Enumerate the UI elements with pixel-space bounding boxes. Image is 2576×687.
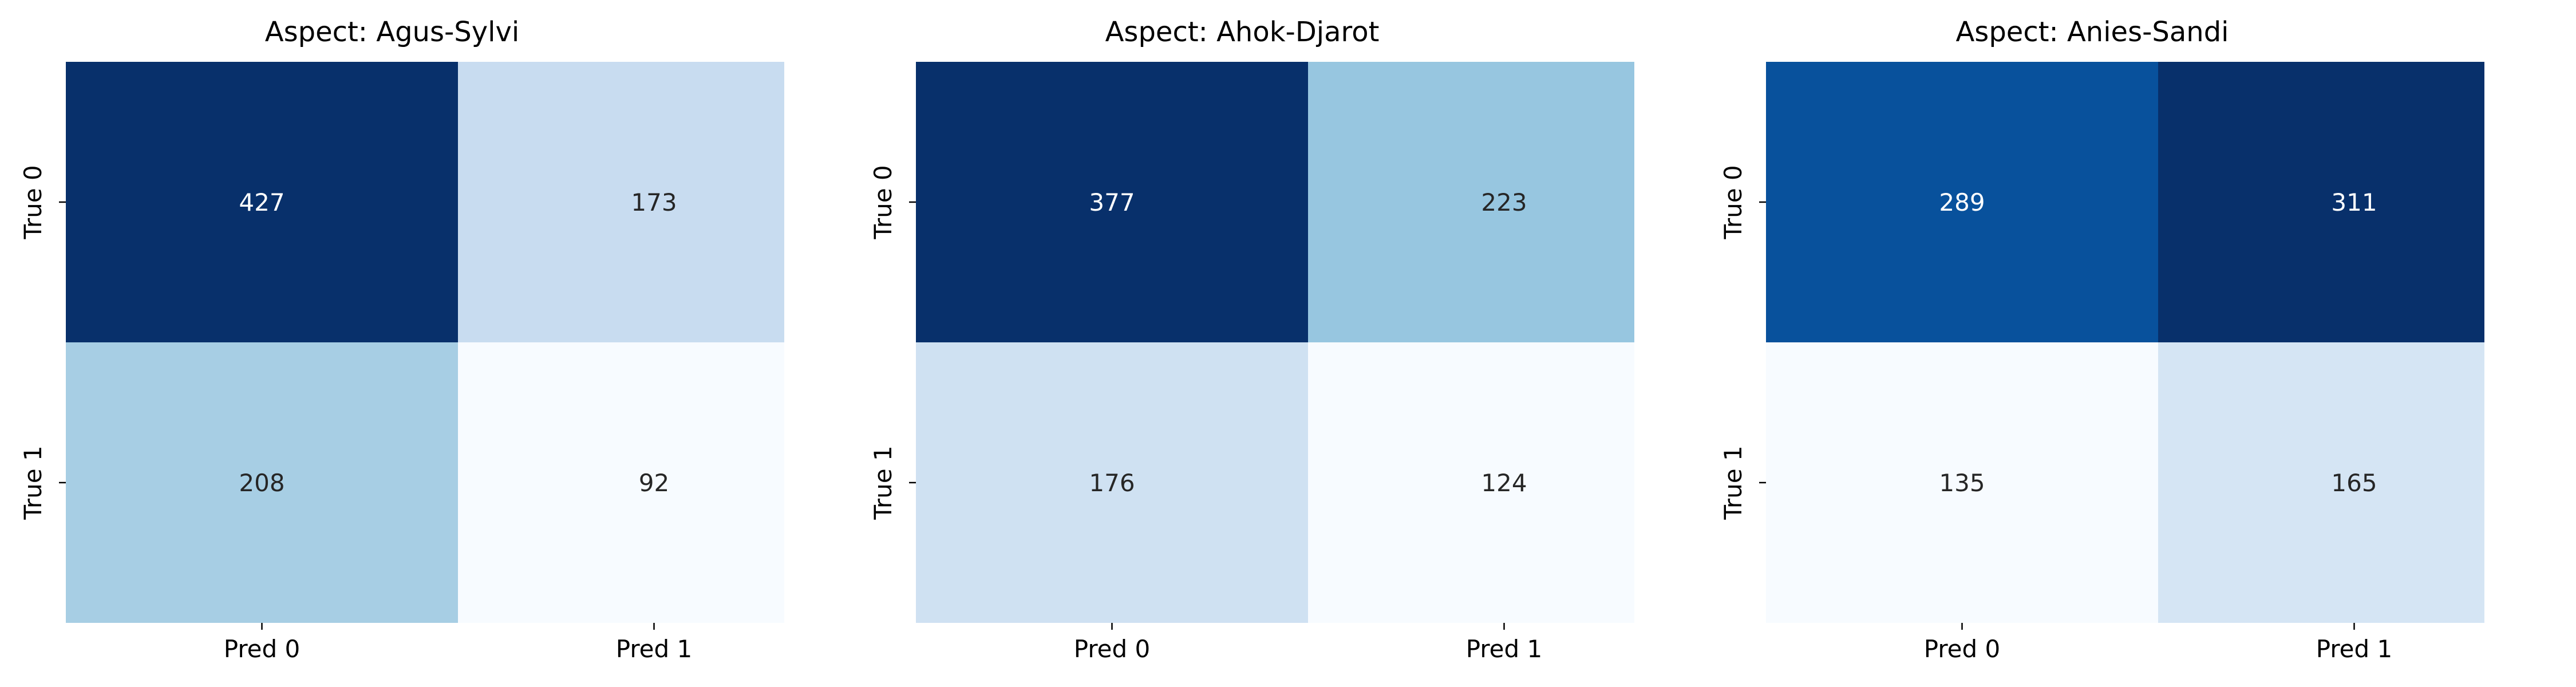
y-tick-label: True 1 (1719, 445, 1747, 520)
panel-title: Aspect: Agus-Sylvi (264, 16, 520, 48)
heatmap-cell (458, 62, 784, 342)
x-tick-label: Pred 1 (1466, 635, 1543, 663)
panel-title: Aspect: Ahok-Djarot (1105, 16, 1380, 48)
x-tick-label: Pred 0 (1924, 635, 2001, 663)
y-tick-label: True 0 (1719, 165, 1747, 239)
heatmap-svg: 289 311 135 165 Pred 0 Pred 1 True 0 True 1 (1719, 62, 2484, 663)
heatmap-panel-agus-sylvi: Aspect: Agus-Sylvi 427 173 208 92 Pred 0 Pred… (0, 0, 784, 687)
cell-value-label: 92 (639, 469, 669, 497)
x-tick-label: Pred 1 (616, 635, 693, 663)
heatmap-cell (1308, 342, 1634, 623)
y-tick-label: True 1 (869, 445, 897, 520)
cell-value-label: 208 (239, 469, 285, 497)
heatmap-panel-ahok-djarot: Aspect: Ahok-Djarot 377 223 176 124 Pred 0 Pr… (850, 0, 1634, 687)
heatmap-svg: 427 173 208 92 Pred 0 Pred 1 True 0 True 1 (19, 62, 784, 663)
heatmap-cell (1766, 342, 2158, 623)
x-tick-label: Pred 0 (224, 635, 301, 663)
y-tick-label: True 0 (869, 165, 897, 239)
cell-value-label: 135 (1939, 469, 1985, 497)
heatmap-cell (2158, 342, 2484, 623)
cell-value-label: 289 (1939, 188, 1985, 216)
cell-value-label: 377 (1089, 188, 1135, 216)
heatmap-cell (916, 342, 1308, 623)
cell-value-label: 311 (2331, 188, 2377, 216)
cell-value-label: 173 (631, 188, 677, 216)
heatmap-cell (66, 342, 458, 623)
heatmap-panel-anies-sandi: Aspect: Anies-Sandi 289 311 135 165 Pred 0 Pr… (1700, 0, 2484, 687)
x-tick-label: Pred 0 (1074, 635, 1151, 663)
y-tick-label: True 0 (19, 165, 47, 239)
heatmap-cell (1308, 62, 1634, 342)
heatmap-svg: 377 223 176 124 Pred 0 Pred 1 True 0 True 1 (869, 62, 1634, 663)
cell-value-label: 165 (2331, 469, 2377, 497)
x-tick-label: Pred 1 (2316, 635, 2393, 663)
heatmap-cell (66, 62, 458, 342)
cell-value-label: 223 (1481, 188, 1527, 216)
heatmap-cell (458, 342, 784, 623)
cell-value-label: 124 (1481, 469, 1527, 497)
panel-title: Aspect: Anies-Sandi (1955, 16, 2229, 48)
cell-value-label: 176 (1089, 469, 1135, 497)
heatmap-cell (2158, 62, 2484, 342)
y-tick-label: True 1 (19, 445, 47, 520)
heatmap-cell (916, 62, 1308, 342)
cell-value-label: 427 (239, 188, 285, 216)
heatmap-cell (1766, 62, 2158, 342)
